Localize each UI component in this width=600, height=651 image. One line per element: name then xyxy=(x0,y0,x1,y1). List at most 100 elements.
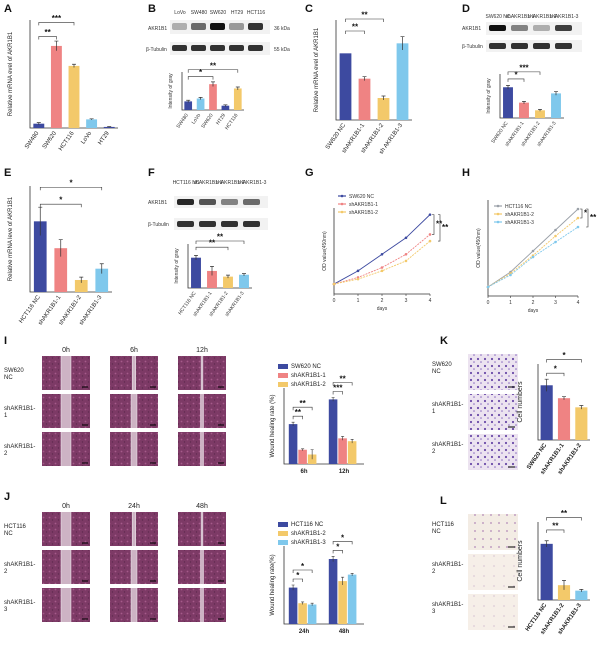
panel-label-e: E xyxy=(4,167,11,179)
panel-i-legend-label: shAKR1B1-2 xyxy=(291,382,326,388)
panel-h-point xyxy=(576,207,580,211)
panel-label-h: H xyxy=(462,167,470,179)
panel-k-errorbar xyxy=(544,378,549,392)
panel-h-legend-label: HCT116 NC xyxy=(505,204,532,210)
panel-g-xtick-label: 2 xyxy=(381,298,384,304)
panel-j-legend-label: shAKR1B1-3 xyxy=(291,540,326,546)
panel-f-band-label-tubulin: β-Tubulin xyxy=(148,222,169,228)
panel-a-bar xyxy=(33,123,45,128)
panel-f-band xyxy=(243,199,260,205)
panel-label-c: C xyxy=(305,3,313,15)
panel-label-i: I xyxy=(4,335,7,347)
panel-b-errorbar xyxy=(186,99,191,103)
panel-c-errorbar xyxy=(381,95,386,100)
panel-a-bar xyxy=(86,119,98,128)
panel-a-ylabel: Relative mRNA evel of AKR1B1 xyxy=(8,31,14,116)
panel-i-sig-bracket xyxy=(292,415,303,420)
panel-f-band xyxy=(221,199,238,205)
panel-i-errorbar xyxy=(301,448,305,451)
panel-l-transwell-image xyxy=(468,554,518,590)
panel-b-errorbar xyxy=(211,81,215,87)
panel-h-ylabel: OD value(450nm) xyxy=(476,228,482,268)
panel-j-bar xyxy=(307,604,317,624)
panel-b-errorbar xyxy=(198,97,203,100)
panel-g-point xyxy=(380,269,384,273)
panel-b-band-label-tubulin: β-Tubulin xyxy=(146,47,167,53)
panel-f-errorbar xyxy=(242,273,246,276)
panel-h-point xyxy=(554,240,557,244)
panel-d-errorbar xyxy=(554,91,558,96)
panel-f-band xyxy=(243,221,260,227)
panel-j-bar xyxy=(298,603,307,624)
panel-e-errorbar xyxy=(58,239,63,257)
panel-i-scratch-gap xyxy=(132,356,136,390)
panel-a-errorbar xyxy=(107,126,112,128)
panel-a-tick-label: HCT116 xyxy=(58,130,76,152)
panel-d-sig-label: *** xyxy=(519,63,529,72)
panel-d-bar xyxy=(519,102,529,118)
panel-h-legend-marker xyxy=(496,220,500,224)
panel-k-sig-label: * xyxy=(554,365,558,374)
panel-label-f: F xyxy=(148,167,155,179)
panel-g-sig-bracket xyxy=(438,214,441,242)
panel-k-transwell-image xyxy=(468,354,518,390)
panel-b-band xyxy=(229,45,244,51)
panel-b-sig-bracket xyxy=(187,69,239,73)
panel-j-scratch-gap xyxy=(200,588,204,622)
panel-c-bar xyxy=(377,98,390,120)
panel-k-sig-bracket xyxy=(546,359,582,363)
panel-a-tick-label: SW480 xyxy=(24,130,41,150)
panel-d-sig-label: * xyxy=(514,70,518,79)
panel-j-errorbar xyxy=(291,584,295,591)
panel-b-lane-label: SW480 xyxy=(191,10,208,16)
panel-i-scratch-gap xyxy=(131,394,137,428)
panel-l-transwell-image xyxy=(468,514,518,550)
panel-b-sig-bracket xyxy=(187,76,214,80)
panel-k-errorbar xyxy=(579,405,584,410)
panel-d-ylabel: Intensity of gray xyxy=(486,78,492,114)
panel-j-legend-swatch xyxy=(278,522,288,527)
panel-f-band xyxy=(221,221,238,227)
panel-c-sig-bracket xyxy=(345,30,365,34)
panel-e-bar xyxy=(33,221,47,292)
panel-j-bar xyxy=(338,581,347,624)
panel-i-legend-swatch xyxy=(278,382,288,387)
panel-g-point xyxy=(428,233,432,236)
panel-b-lane-label: HCT116 xyxy=(247,10,265,16)
panel-g-xlabel: days xyxy=(377,306,388,312)
panel-d-errorbar xyxy=(522,101,526,104)
panel-c-bar xyxy=(358,78,371,120)
panel-g-ylabel: OD value(450nm) xyxy=(322,231,328,271)
panel-j-time-label: 24h xyxy=(128,503,140,510)
panel-d-bar xyxy=(503,87,513,118)
panel-i-scratch-gap xyxy=(131,432,137,466)
panel-g-legend-label: SW620 NC xyxy=(349,194,374,200)
panel-g-sig-bracket xyxy=(432,214,435,235)
panel-a-errorbar xyxy=(36,122,41,125)
panel-j-legend-label: HCT116 NC xyxy=(291,522,324,528)
panel-i-scratch-gap xyxy=(61,432,71,466)
panel-h-xtick-label: 1 xyxy=(509,300,512,306)
panel-j-errorbar xyxy=(301,601,305,605)
panel-g-xtick-label: 3 xyxy=(405,298,408,304)
panel-i-sig-label: ** xyxy=(339,375,346,384)
panel-b-bar xyxy=(209,84,217,110)
panel-g-point xyxy=(380,253,384,256)
panel-j-sig-label: * xyxy=(336,542,340,551)
panel-j-row-label: shAKR1B1-2 xyxy=(4,562,35,575)
panel-g-sig-label: ** xyxy=(436,220,443,229)
panel-d-band-label-tubulin: β-Tubulin xyxy=(462,44,483,50)
panel-i-legend-label: SW620 NC xyxy=(291,364,322,370)
panel-f-band xyxy=(177,221,194,227)
panel-h-xtick-label: 4 xyxy=(577,300,580,306)
panel-i-legend-swatch xyxy=(278,373,288,378)
panel-j-sig-label: * xyxy=(341,533,345,542)
panel-j-bar xyxy=(347,574,357,624)
panel-d-lane-label: shAKR1B1-3 xyxy=(550,14,579,20)
panel-b-band xyxy=(172,45,187,51)
panel-c-sig-label: ** xyxy=(352,23,359,32)
panel-c-sig-bracket xyxy=(345,18,384,22)
panel-f-sig-bracket xyxy=(195,240,245,244)
panel-g-point xyxy=(404,253,408,256)
panel-j-scratch-gap xyxy=(61,588,71,622)
